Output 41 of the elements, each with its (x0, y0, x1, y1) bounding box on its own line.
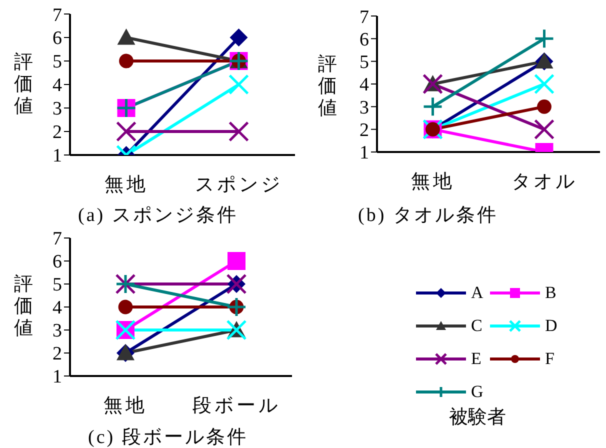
x-tick-label: 段ボール (192, 395, 280, 416)
y-tick-label: 7 (52, 228, 62, 250)
legend-label: G (471, 382, 484, 402)
legend-label: D (545, 316, 558, 336)
x-axis-title: (c) 段ボール条件 (88, 426, 248, 448)
y-tick-label: 1 (360, 142, 369, 164)
x-tick-label: 無地 (104, 395, 148, 416)
y-tick-label: 3 (52, 98, 62, 120)
legend-label: A (471, 282, 484, 302)
y-tick-label: 4 (52, 75, 62, 96)
y-tick-label: 7 (52, 4, 62, 26)
legend-label: E (471, 348, 482, 368)
x-tick-label: スポンジ (194, 174, 283, 196)
y-tick-label: 6 (52, 28, 62, 50)
y-tick-label: 1 (52, 366, 62, 388)
y-tick-label: 4 (360, 74, 370, 96)
y-tick-label: 5 (360, 52, 369, 74)
x-axis-title: (b) タオル条件 (358, 204, 498, 228)
y-tick-label: 3 (360, 97, 369, 118)
y-tick-label: 2 (52, 122, 62, 144)
y-tick-label: 6 (360, 29, 369, 50)
x-axis-title: (a) スポンジ条件 (78, 204, 238, 228)
legend-label: C (471, 316, 482, 336)
y-tick-label: 4 (52, 298, 62, 319)
y-tick-label: 6 (52, 252, 62, 273)
legend-label: B (545, 282, 556, 302)
legend-label: F (545, 348, 554, 368)
x-tick-label: 無地 (410, 171, 455, 192)
x-tick-label: 無地 (104, 174, 148, 196)
y-tick-label: 1 (52, 146, 62, 167)
y-tick-label: 5 (52, 274, 62, 296)
y-tick-label: 2 (52, 344, 62, 365)
y-tick-label: 3 (52, 320, 62, 342)
y-tick-label: 7 (360, 6, 369, 28)
y-tick-label: 2 (360, 120, 369, 142)
y-axis-title: 評価値 (14, 274, 34, 340)
y-tick-label: 5 (52, 52, 62, 73)
y-axis-title: 評価値 (14, 52, 34, 118)
y-axis-title: 評価値 (318, 54, 338, 120)
x-tick-label: タオル (511, 171, 578, 192)
legend-title: 被験者 (449, 406, 507, 430)
